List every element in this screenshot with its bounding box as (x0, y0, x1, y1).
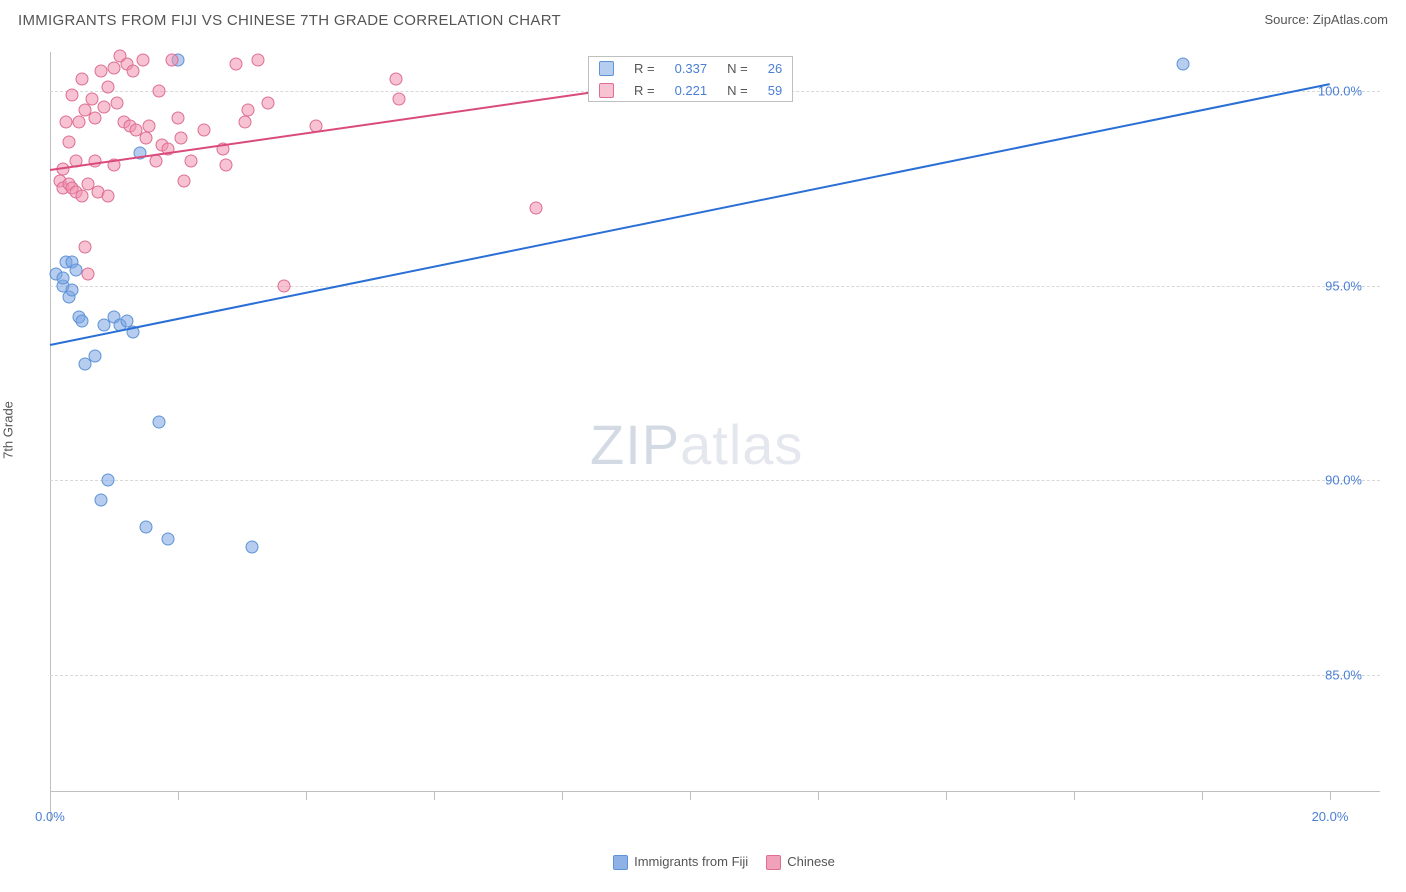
scatter-point (66, 88, 79, 101)
scatter-point (60, 116, 73, 129)
x-tick (50, 792, 51, 800)
scatter-point (82, 268, 95, 281)
scatter-point (66, 283, 79, 296)
chart-title: IMMIGRANTS FROM FIJI VS CHINESE 7TH GRAD… (18, 12, 561, 29)
x-tick-label: 0.0% (35, 809, 65, 824)
scatter-point (76, 190, 89, 203)
scatter-point (175, 131, 188, 144)
chart-source: Source: ZipAtlas.com (1264, 12, 1388, 27)
scatter-point (242, 104, 255, 117)
x-tick (178, 792, 179, 800)
scatter-point (530, 201, 543, 214)
chart-header: IMMIGRANTS FROM FIJI VS CHINESE 7TH GRAD… (0, 0, 1406, 37)
correlation-legend: R =0.337N =26R =0.221N =59 (588, 56, 793, 102)
scatter-point (140, 521, 153, 534)
scatter-point (136, 53, 149, 66)
scatter-point (143, 120, 156, 133)
scatter-point (85, 92, 98, 105)
y-tick-label: 95.0% (1325, 278, 1362, 293)
scatter-point (389, 73, 402, 86)
scatter-point (184, 155, 197, 168)
scatter-point (101, 190, 114, 203)
x-tick (1202, 792, 1203, 800)
x-tick (562, 792, 563, 800)
y-tick-label: 90.0% (1325, 473, 1362, 488)
scatter-point (239, 116, 252, 129)
scatter-point (111, 96, 124, 109)
scatter-point (76, 314, 89, 327)
scatter-point (197, 123, 210, 136)
scatter-point (95, 65, 108, 78)
scatter-point (101, 81, 114, 94)
gridline (50, 480, 1380, 481)
chart-area: 85.0%90.0%95.0%100.0%0.0%20.0%ZIPatlasR … (50, 52, 1380, 822)
scatter-point (79, 240, 92, 253)
scatter-point (88, 112, 101, 125)
scatter-point (162, 532, 175, 545)
scatter-point (229, 57, 242, 70)
legend-label: Chinese (787, 854, 835, 869)
scatter-point (252, 53, 265, 66)
scatter-point (69, 264, 82, 277)
scatter-point (140, 131, 153, 144)
y-tick-label: 85.0% (1325, 668, 1362, 683)
y-axis-line (50, 52, 51, 822)
scatter-point (178, 174, 191, 187)
scatter-point (63, 135, 76, 148)
scatter-point (98, 100, 111, 113)
scatter-point (76, 73, 89, 86)
x-tick (434, 792, 435, 800)
scatter-point (152, 84, 165, 97)
scatter-point (95, 493, 108, 506)
gridline (50, 286, 1380, 287)
x-tick (818, 792, 819, 800)
y-axis-label: 7th Grade (1, 401, 16, 459)
scatter-point (245, 540, 258, 553)
scatter-point (127, 65, 140, 78)
watermark: ZIPatlas (590, 412, 803, 477)
scatter-point (72, 116, 85, 129)
legend-swatch (613, 855, 628, 870)
scatter-point (56, 271, 69, 284)
plot-surface: 85.0%90.0%95.0%100.0%0.0%20.0%ZIPatlasR … (50, 52, 1380, 822)
scatter-point (220, 158, 233, 171)
x-tick (1330, 792, 1331, 800)
scatter-point (101, 474, 114, 487)
scatter-point (165, 53, 178, 66)
x-axis-line (50, 791, 1380, 792)
scatter-point (108, 61, 121, 74)
scatter-point (88, 349, 101, 362)
x-tick (946, 792, 947, 800)
x-tick (1074, 792, 1075, 800)
x-tick-label: 20.0% (1312, 809, 1349, 824)
scatter-point (1176, 57, 1189, 70)
x-tick (306, 792, 307, 800)
scatter-point (392, 92, 405, 105)
scatter-point (277, 279, 290, 292)
legend-swatch (766, 855, 781, 870)
x-tick (690, 792, 691, 800)
scatter-point (152, 416, 165, 429)
scatter-point (172, 112, 185, 125)
scatter-point (261, 96, 274, 109)
gridline (50, 675, 1380, 676)
legend-label: Immigrants from Fiji (634, 854, 748, 869)
series-legend: Immigrants from Fiji Chinese (50, 854, 1380, 870)
